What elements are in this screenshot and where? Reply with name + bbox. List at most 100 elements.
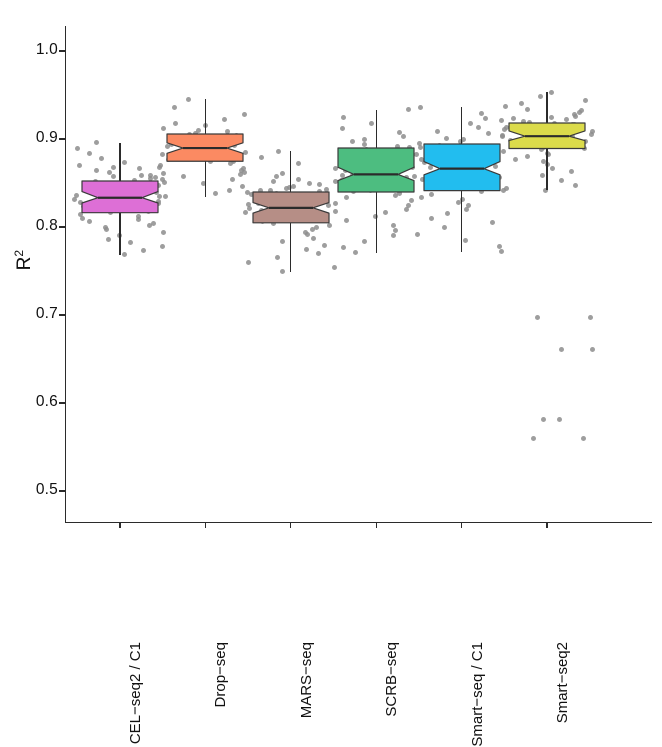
data-point [291, 184, 297, 190]
data-point [156, 164, 162, 170]
data-point [339, 125, 345, 131]
data-point [418, 156, 424, 162]
y-axis-title-superscript: 2 [11, 249, 26, 257]
data-point [498, 118, 504, 124]
data-point [105, 236, 111, 242]
data-point [243, 149, 249, 155]
data-point [548, 114, 554, 120]
y-axis-tick [59, 490, 65, 492]
data-point [316, 182, 322, 188]
data-point [463, 206, 469, 212]
data-point [589, 129, 595, 135]
data-point [456, 199, 462, 205]
data-point [304, 232, 310, 238]
data-point [131, 177, 137, 183]
data-point [279, 239, 285, 245]
data-point [344, 218, 350, 224]
data-point [530, 435, 536, 441]
x-axis-tick [290, 522, 292, 528]
chart-root: 1.0 0.9 0.8 0.7 0.6 0.5 CEL−seq2 / C1 Drop−seq… [11, 26, 652, 747]
data-point [242, 169, 248, 175]
whisker-upper [119, 142, 121, 182]
whisker-upper [290, 151, 292, 192]
box-1 [80, 178, 160, 216]
data-point [587, 315, 593, 321]
data-point [428, 215, 434, 221]
box-2 [165, 131, 245, 164]
data-point [172, 104, 178, 110]
data-point [76, 162, 82, 168]
data-point [468, 120, 474, 126]
data-point [333, 200, 339, 206]
data-point [186, 96, 192, 102]
data-point [316, 250, 322, 256]
data-point [501, 148, 507, 154]
data-point [527, 119, 533, 125]
y-axis-tick-label: 0.9 [35, 129, 58, 146]
data-point [157, 193, 163, 199]
data-point [485, 131, 491, 137]
data-point [159, 176, 165, 182]
box-polygon [337, 147, 415, 193]
data-point [267, 188, 273, 194]
data-point [159, 243, 165, 249]
whisker-lower [204, 161, 206, 198]
data-point [200, 180, 206, 186]
y-axis-tick [59, 50, 65, 52]
data-point [497, 243, 503, 249]
data-point [137, 166, 143, 172]
x-axis-tick-label: MARS−seq [297, 642, 315, 719]
data-point [373, 213, 379, 219]
data-point [483, 116, 489, 122]
data-point [418, 145, 424, 151]
y-axis-title-main: R [14, 256, 36, 271]
data-point [72, 197, 78, 203]
x-axis-tick-label: Smart−seq2 [554, 642, 571, 724]
data-point [549, 165, 555, 171]
data-point [258, 187, 264, 193]
data-point [246, 259, 252, 265]
data-point [525, 154, 531, 160]
data-point [242, 111, 248, 117]
outlier-point [535, 315, 541, 321]
x-axis-tick-label: SCRB−seq [383, 642, 401, 717]
data-point [164, 143, 170, 149]
data-point [208, 159, 214, 165]
data-point [409, 198, 415, 204]
whisker-upper [375, 109, 377, 148]
data-point [368, 120, 374, 126]
x-axis-tick-label: Drop−seq [212, 642, 230, 708]
data-point [558, 177, 564, 183]
data-point [435, 128, 441, 134]
data-point [397, 191, 403, 197]
data-point [276, 148, 282, 154]
y-axis-tick-label: 0.6 [35, 393, 58, 410]
data-point [246, 201, 252, 207]
data-point [333, 208, 339, 214]
data-point [311, 235, 317, 241]
data-point [341, 244, 347, 250]
data-point [478, 189, 484, 195]
data-point [307, 180, 313, 186]
data-point [237, 171, 243, 177]
data-point [225, 129, 231, 135]
data-point [412, 174, 418, 180]
data-point [295, 161, 301, 167]
data-point [79, 215, 85, 221]
data-point [512, 156, 518, 162]
whisker-lower [461, 190, 463, 252]
data-point [352, 250, 358, 256]
data-point [304, 246, 310, 252]
data-point [403, 206, 409, 212]
data-point [324, 186, 330, 192]
data-point [77, 199, 83, 205]
data-point [196, 127, 202, 133]
data-point [504, 185, 510, 191]
data-point [284, 185, 290, 191]
data-point [141, 248, 147, 254]
data-point [511, 116, 517, 122]
y-axis-tick [59, 226, 65, 228]
data-point [406, 107, 412, 113]
data-point [160, 229, 166, 235]
data-point [147, 222, 153, 228]
